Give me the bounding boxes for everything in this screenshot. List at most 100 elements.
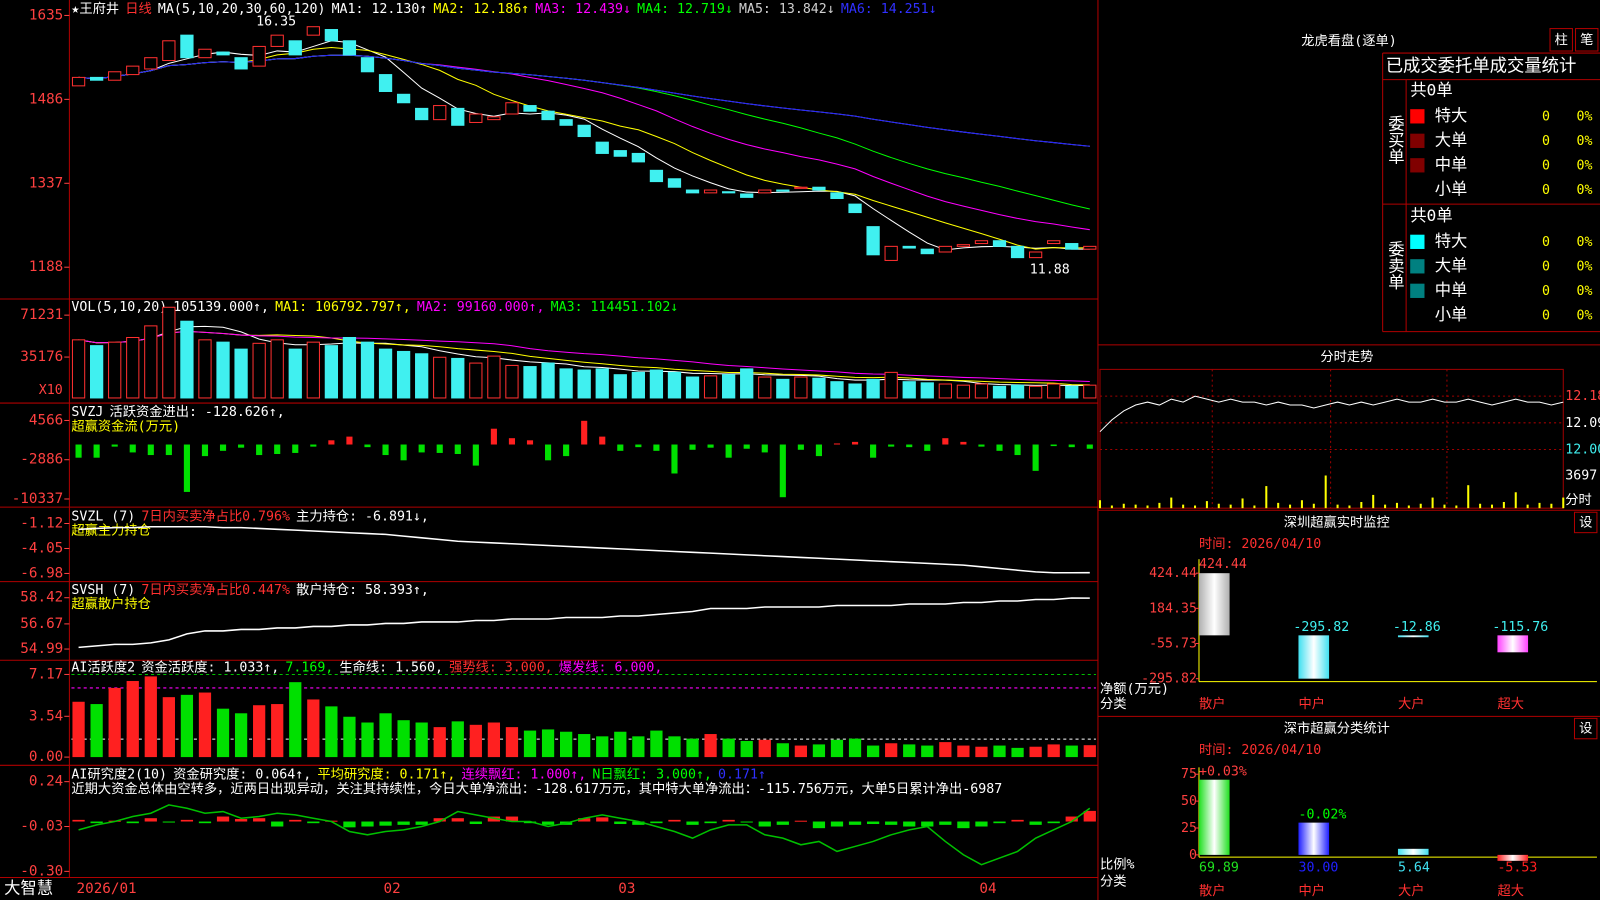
bar <box>686 821 699 825</box>
category-label: 大户 <box>1398 882 1425 899</box>
bar <box>162 697 175 758</box>
bar <box>433 818 446 822</box>
category-label: 中户 <box>1298 882 1325 899</box>
bar <box>617 444 624 451</box>
settings-button[interactable]: 设 <box>1579 721 1592 737</box>
bar <box>1397 848 1429 855</box>
bar <box>201 444 209 457</box>
bar <box>216 708 230 758</box>
plot-frame <box>1099 368 1564 509</box>
row-name: 中单 <box>1435 155 1468 174</box>
bar <box>523 730 537 758</box>
x-tick-label: 2026/01 <box>77 881 137 897</box>
classification-ylabel: 比例% <box>1100 856 1135 872</box>
value-label: 5.64 <box>1398 860 1430 875</box>
y-tick-label: -0.03 <box>20 819 63 835</box>
candle <box>360 57 375 73</box>
panel-header: 超赢散户持仓 <box>71 595 151 612</box>
bar <box>487 816 501 822</box>
candle <box>758 189 772 194</box>
y-tick-label: 1486 <box>29 91 63 107</box>
volume-bar <box>198 339 212 399</box>
volume-bar <box>595 368 609 399</box>
volume-bar <box>685 376 700 399</box>
bar <box>1011 747 1024 758</box>
header-item: MA4: 12.719↓ <box>637 2 733 17</box>
row-pct: 0% <box>1577 259 1593 274</box>
tab[interactable]: 柱 <box>1555 32 1568 48</box>
y-tick-label: 58.42 <box>20 590 63 606</box>
volume-bar <box>1065 385 1079 399</box>
volume-bar <box>288 348 302 399</box>
candle <box>505 102 519 115</box>
bar <box>578 818 591 822</box>
bar <box>632 736 645 758</box>
bar <box>1397 635 1429 638</box>
bar <box>599 436 606 445</box>
y-tick-label: 35176 <box>20 349 63 365</box>
row-name: 小单 <box>1435 305 1468 324</box>
bar <box>144 676 157 758</box>
candle <box>595 141 609 154</box>
value-label: -12.86 <box>1393 620 1441 635</box>
bar <box>1065 745 1078 758</box>
row-count: 0 <box>1542 158 1550 173</box>
candle <box>631 152 645 163</box>
y-tick-label: 12.00 <box>1565 442 1600 457</box>
y-tick-label: 12.18 <box>1565 389 1600 404</box>
bar <box>271 704 284 758</box>
header-item: MA5: 13.842↓ <box>739 2 835 17</box>
y-tick-label: 71231 <box>20 307 63 323</box>
y-tick-label: 56.67 <box>20 616 63 632</box>
y-tick-label: -4.05 <box>20 540 63 556</box>
volume-bar <box>360 341 375 399</box>
bar <box>689 444 696 450</box>
volume-bar <box>740 368 754 399</box>
candle <box>902 245 916 249</box>
header-item: MA3: 12.439↓ <box>535 2 631 17</box>
candle <box>866 226 880 256</box>
bar <box>942 438 949 445</box>
y-tick-label: 3697 <box>1565 469 1597 484</box>
bar <box>596 817 609 822</box>
bar <box>72 819 85 822</box>
bar <box>271 821 284 827</box>
volume-bar <box>974 383 989 399</box>
volume-bar <box>559 368 573 399</box>
volume-bar <box>1010 384 1025 399</box>
row-pct: 0% <box>1577 235 1593 250</box>
group-total: 共0单 <box>1410 80 1452 99</box>
bar <box>993 745 1006 758</box>
candle <box>776 189 790 192</box>
candle <box>1083 245 1097 250</box>
bar <box>650 730 663 758</box>
vol-label: 分时 <box>1565 492 1592 508</box>
bar <box>1050 444 1057 447</box>
bar <box>129 444 136 453</box>
group-label: 委买单 <box>1385 115 1404 164</box>
candle <box>89 76 104 81</box>
header-item: N日飘红: 3.000↑, <box>592 766 712 782</box>
volume-bar <box>1083 384 1097 399</box>
swatch <box>1410 234 1425 249</box>
y-tick-label: -55.73 <box>1149 637 1197 652</box>
settings-button[interactable]: 设 <box>1579 514 1592 530</box>
candle <box>920 248 934 255</box>
candle <box>71 76 86 87</box>
candle <box>794 186 808 189</box>
bar <box>614 731 627 758</box>
header-item: 超赢散户持仓 <box>71 595 151 612</box>
bar <box>183 444 190 492</box>
candle <box>306 26 320 36</box>
value-label: 424.44 <box>1199 557 1247 572</box>
candle <box>1010 245 1025 259</box>
candle <box>685 189 700 194</box>
bar <box>469 724 482 758</box>
header-item: 7.169, <box>285 660 333 675</box>
tab[interactable]: 笔 <box>1580 32 1593 48</box>
header-item: MA2: 12.186↑ <box>433 2 529 17</box>
volume-bar <box>523 366 537 399</box>
bar <box>238 444 245 448</box>
bar <box>686 738 699 758</box>
